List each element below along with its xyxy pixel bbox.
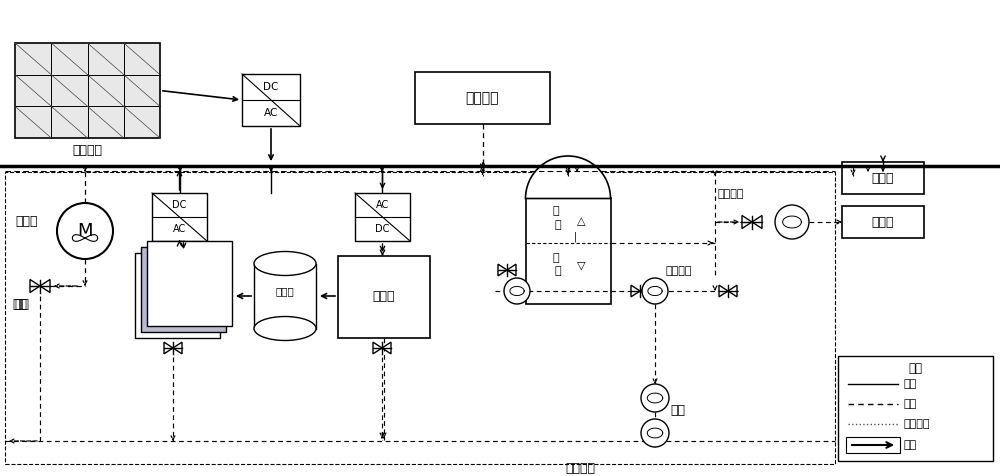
Circle shape xyxy=(641,384,669,412)
Bar xyxy=(838,356,993,461)
Bar xyxy=(147,241,232,326)
Text: 电能: 电能 xyxy=(903,379,916,389)
Text: 图例: 图例 xyxy=(909,363,923,376)
Circle shape xyxy=(504,278,530,304)
Text: AC: AC xyxy=(173,224,186,234)
Wedge shape xyxy=(526,156,610,198)
Bar xyxy=(842,162,924,194)
Text: 冷: 冷 xyxy=(553,253,559,263)
Text: 水: 水 xyxy=(555,220,561,230)
Polygon shape xyxy=(640,285,649,297)
Circle shape xyxy=(641,419,669,447)
Text: 电加热: 电加热 xyxy=(16,215,38,228)
Polygon shape xyxy=(40,279,50,292)
Bar xyxy=(5,172,835,464)
Bar xyxy=(846,437,900,453)
Ellipse shape xyxy=(254,317,316,340)
Circle shape xyxy=(775,205,809,239)
Text: 阀门: 阀门 xyxy=(14,298,30,310)
Text: 热: 热 xyxy=(553,206,559,216)
Bar xyxy=(526,198,610,304)
Text: 水泵: 水泵 xyxy=(670,405,685,417)
Polygon shape xyxy=(752,216,762,228)
Text: |: | xyxy=(573,232,577,242)
Polygon shape xyxy=(742,216,752,228)
Circle shape xyxy=(57,203,113,259)
Text: 热负荷: 热负荷 xyxy=(872,216,894,228)
Bar xyxy=(254,264,316,328)
Text: DC: DC xyxy=(375,224,390,234)
Text: M: M xyxy=(77,222,93,240)
Polygon shape xyxy=(173,342,182,354)
Text: ▽: ▽ xyxy=(577,260,585,270)
Text: 储氢罐: 储氢罐 xyxy=(276,286,294,296)
Text: 控制中心: 控制中心 xyxy=(466,91,499,105)
Text: 控制信号: 控制信号 xyxy=(903,419,930,429)
Text: 光伏阵列: 光伏阵列 xyxy=(72,145,103,158)
Bar xyxy=(355,193,410,241)
Bar xyxy=(242,74,300,126)
Text: 电解槽: 电解槽 xyxy=(373,290,395,304)
Polygon shape xyxy=(728,285,737,297)
Text: 水: 水 xyxy=(555,266,561,276)
Bar xyxy=(141,247,226,332)
Polygon shape xyxy=(498,264,507,276)
Text: 燃料电池: 燃料电池 xyxy=(171,285,196,295)
Polygon shape xyxy=(631,285,640,297)
Polygon shape xyxy=(507,264,516,276)
Bar xyxy=(338,256,430,338)
Circle shape xyxy=(642,278,668,304)
Ellipse shape xyxy=(254,251,316,276)
Polygon shape xyxy=(373,342,382,354)
Text: DC: DC xyxy=(172,200,187,210)
Polygon shape xyxy=(30,279,40,292)
Bar xyxy=(415,72,550,124)
Text: DC: DC xyxy=(263,82,279,92)
Text: 供热水管: 供热水管 xyxy=(665,266,692,276)
Text: AC: AC xyxy=(376,200,389,210)
Text: 热回水管: 热回水管 xyxy=(565,462,595,475)
Text: 电负荷: 电负荷 xyxy=(872,171,894,185)
Bar xyxy=(152,193,207,241)
Text: 输热管道: 输热管道 xyxy=(718,189,744,199)
Text: AC: AC xyxy=(264,108,278,118)
Text: 阀门: 阀门 xyxy=(12,298,28,310)
Bar xyxy=(15,43,160,138)
Text: 热能: 热能 xyxy=(903,399,916,409)
Text: 氢气: 氢气 xyxy=(903,440,916,450)
Bar xyxy=(135,253,220,338)
Polygon shape xyxy=(719,285,728,297)
Bar xyxy=(842,206,924,238)
Polygon shape xyxy=(382,342,391,354)
Polygon shape xyxy=(164,342,173,354)
Text: △: △ xyxy=(577,216,585,226)
